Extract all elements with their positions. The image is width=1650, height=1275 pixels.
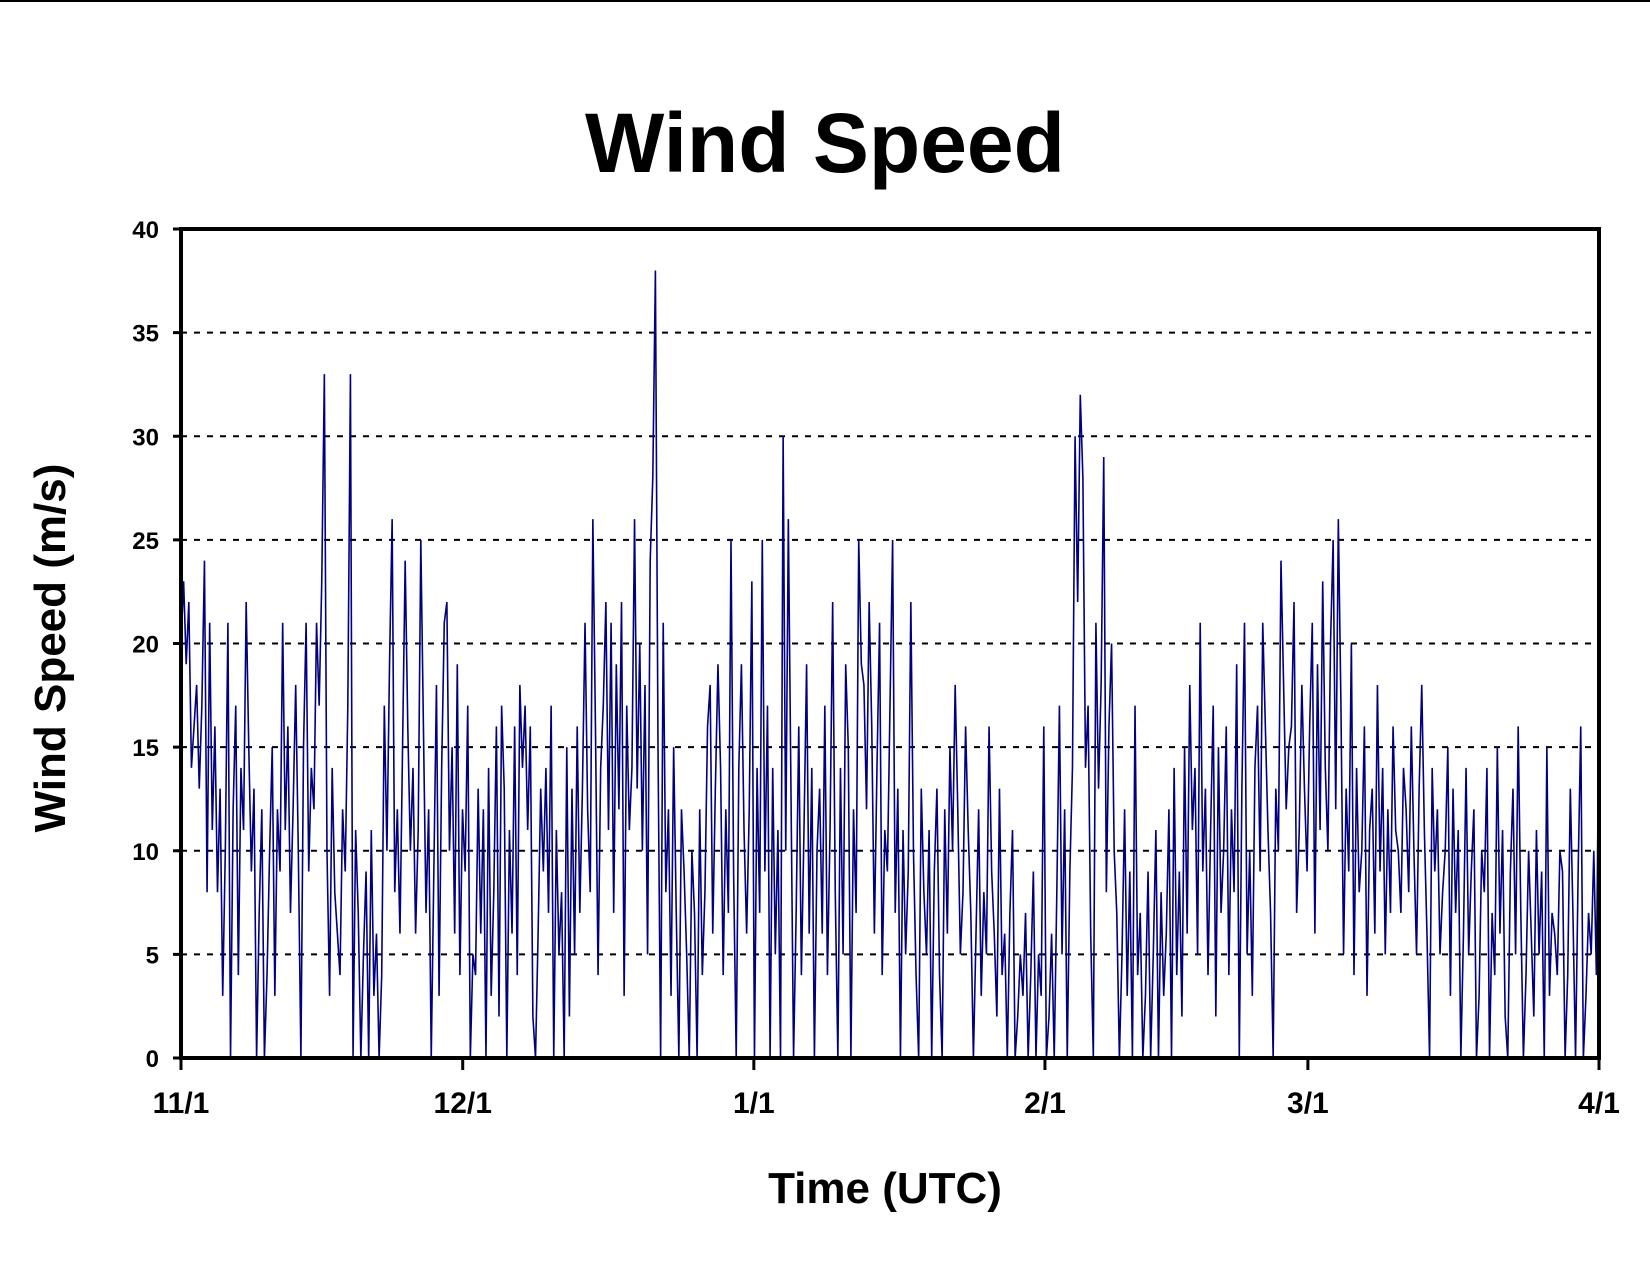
y-tick-label-20: 20 [132, 632, 159, 659]
x-tick-label-2: 1/1 [733, 1087, 775, 1120]
x-tick-label-3: 2/1 [1024, 1087, 1066, 1120]
y-tick-label-5: 5 [146, 942, 159, 969]
y-tick-label-40: 40 [132, 217, 159, 244]
wind-speed-series-line-0 [180, 270, 1600, 1059]
y-tick-label-25: 25 [132, 528, 159, 555]
y-tick-label-15: 15 [132, 735, 159, 762]
chart-title: Wind Speed [585, 96, 1065, 190]
series-layer [180, 270, 1600, 1059]
y-axis-label: Wind Speed (m/s) [26, 464, 75, 833]
y-tick-label-30: 30 [132, 424, 159, 451]
y-axis-ticks: 0 5 10 15 20 25 30 35 40 [132, 217, 181, 1073]
x-tick-label-0: 11/1 [153, 1087, 210, 1120]
x-axis-label: Time (UTC) [768, 1164, 1002, 1213]
x-tick-label-4: 3/1 [1287, 1087, 1329, 1120]
x-tick-label-1: 12/1 [434, 1087, 492, 1120]
y-tick-label-35: 35 [132, 321, 159, 348]
x-tick-label-5: 4/1 [1578, 1087, 1620, 1120]
x-axis-ticks: 11/1 12/1 1/1 2/1 3/1 4/1 [153, 1058, 1620, 1120]
y-tick-label-0: 0 [146, 1046, 159, 1073]
top-border-rule [0, 0, 1650, 2]
chart-title-group: Wind Speed [585, 96, 1065, 190]
y-tick-label-10: 10 [132, 839, 159, 866]
